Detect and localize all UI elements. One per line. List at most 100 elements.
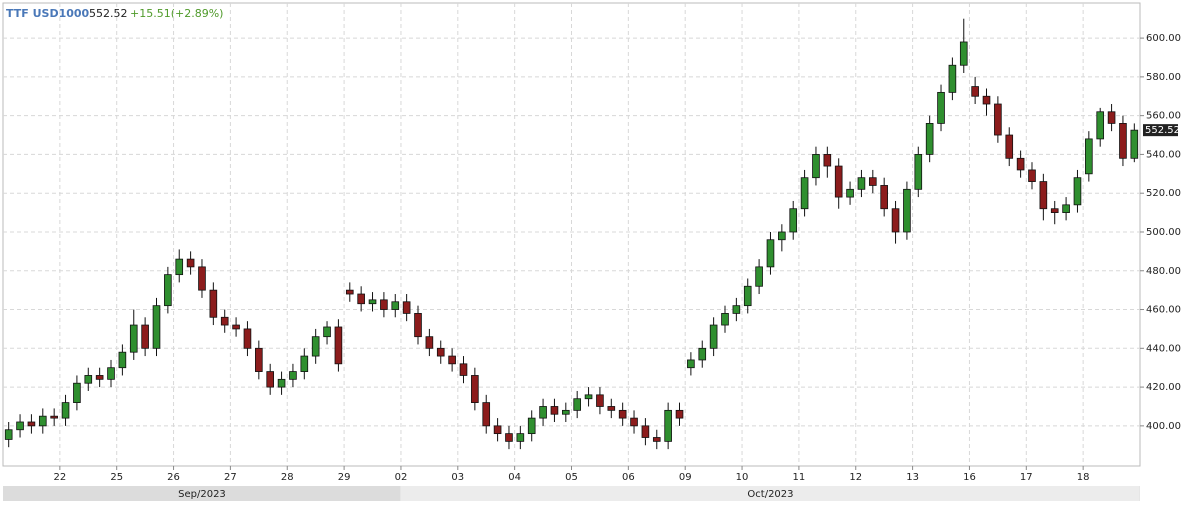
x-tick-label: 10	[736, 472, 749, 483]
candle-body	[709, 324, 718, 349]
candle-body	[652, 437, 661, 442]
candle-body	[562, 409, 570, 415]
last-price-tag	[1143, 124, 1178, 137]
candle-body	[596, 394, 604, 407]
candle-body	[948, 64, 957, 93]
y-tick-label: 520.00	[1146, 188, 1181, 199]
candle-body	[857, 177, 866, 190]
candle-body	[675, 409, 684, 419]
candle-body	[448, 355, 456, 365]
candle-body	[516, 433, 525, 442]
candle-body	[471, 375, 479, 403]
candle-body	[1107, 111, 1116, 124]
candle-body	[255, 347, 263, 372]
candle-body	[994, 103, 1002, 136]
candle-body	[277, 378, 286, 388]
candle-body	[1119, 123, 1127, 159]
y-tick-label: 540.00	[1146, 149, 1181, 160]
candle-body	[1050, 208, 1059, 213]
y-tick-label: 480.00	[1146, 266, 1181, 277]
candle-body	[61, 402, 70, 419]
candle-body	[84, 375, 93, 384]
candle-body	[971, 86, 979, 97]
x-tick-label: 26	[167, 472, 180, 483]
y-tick-label: 400.00	[1146, 421, 1181, 432]
candle-body	[38, 415, 47, 427]
candle-body	[914, 154, 923, 190]
candle-body	[834, 165, 843, 198]
candle-body	[732, 305, 741, 314]
candle-body	[641, 425, 650, 438]
candle-body	[1039, 181, 1048, 210]
x-tick-label: 18	[1077, 472, 1090, 483]
candle-body	[243, 328, 252, 349]
x-tick-label: 27	[224, 472, 237, 483]
candle-body	[186, 258, 195, 268]
candle-body	[1005, 134, 1014, 159]
candle-body	[527, 417, 536, 435]
last-price: 552.52	[89, 7, 128, 20]
candle-body	[846, 188, 854, 198]
y-tick-label: 420.00	[1146, 382, 1181, 393]
candle-body	[459, 363, 468, 376]
candle-body	[175, 258, 184, 276]
candle-body	[368, 299, 377, 305]
candle-body	[95, 375, 104, 380]
candle-body	[4, 429, 13, 440]
candle-body	[607, 406, 616, 411]
candle-body	[436, 347, 445, 357]
candle-body	[164, 274, 172, 307]
x-tick-label: 09	[679, 472, 692, 483]
y-tick-label: 460.00	[1146, 305, 1181, 316]
candle-body	[493, 425, 502, 435]
candle-body	[323, 326, 331, 338]
x-tick-label: 05	[565, 472, 578, 483]
x-tick-label: 02	[395, 472, 408, 483]
candle-body	[345, 289, 354, 295]
candle-body	[880, 185, 888, 210]
candle-body	[766, 239, 775, 268]
x-tick-label: 17	[1020, 472, 1033, 483]
candle-body	[311, 336, 320, 357]
candle-body	[925, 123, 934, 155]
candle-body	[812, 154, 820, 179]
x-tick-label: 13	[906, 472, 919, 483]
x-tick-label: 25	[110, 472, 123, 483]
candle-body	[618, 409, 627, 419]
candle-body	[482, 402, 491, 427]
y-tick-label: 500.00	[1146, 227, 1181, 238]
candle-body	[505, 433, 513, 442]
candle-body	[743, 285, 752, 307]
candle-body	[1085, 138, 1093, 175]
x-tick-label: 28	[281, 472, 294, 483]
candle-body	[266, 371, 275, 388]
candle-body	[823, 154, 832, 167]
candle-body	[687, 359, 695, 369]
candle-body	[380, 299, 388, 310]
candle-body	[550, 406, 559, 415]
candle-body	[1096, 111, 1105, 140]
candle-body	[903, 188, 911, 233]
candle-body	[334, 326, 343, 365]
candle-body	[800, 177, 809, 210]
x-tick-label: 04	[508, 472, 521, 483]
candle-body	[982, 95, 991, 105]
month-label: Oct/2023	[747, 489, 793, 500]
candle-body	[1062, 204, 1070, 213]
x-tick-label: 22	[53, 472, 66, 483]
candle-body	[425, 336, 434, 349]
candle-body	[27, 421, 36, 427]
candle-body	[539, 406, 547, 419]
candle-body	[152, 305, 161, 349]
last-price-label: 552.52	[1145, 125, 1180, 136]
candle-body	[220, 316, 229, 326]
x-tick-label: 12	[849, 472, 862, 483]
candle-body	[50, 415, 58, 419]
candle-body	[789, 208, 798, 233]
candle-body	[755, 266, 763, 287]
candle-body	[721, 313, 729, 326]
candle-body	[391, 301, 400, 310]
candle-body	[141, 324, 149, 349]
x-tick-label: 06	[622, 472, 635, 483]
candle-body	[868, 177, 877, 186]
